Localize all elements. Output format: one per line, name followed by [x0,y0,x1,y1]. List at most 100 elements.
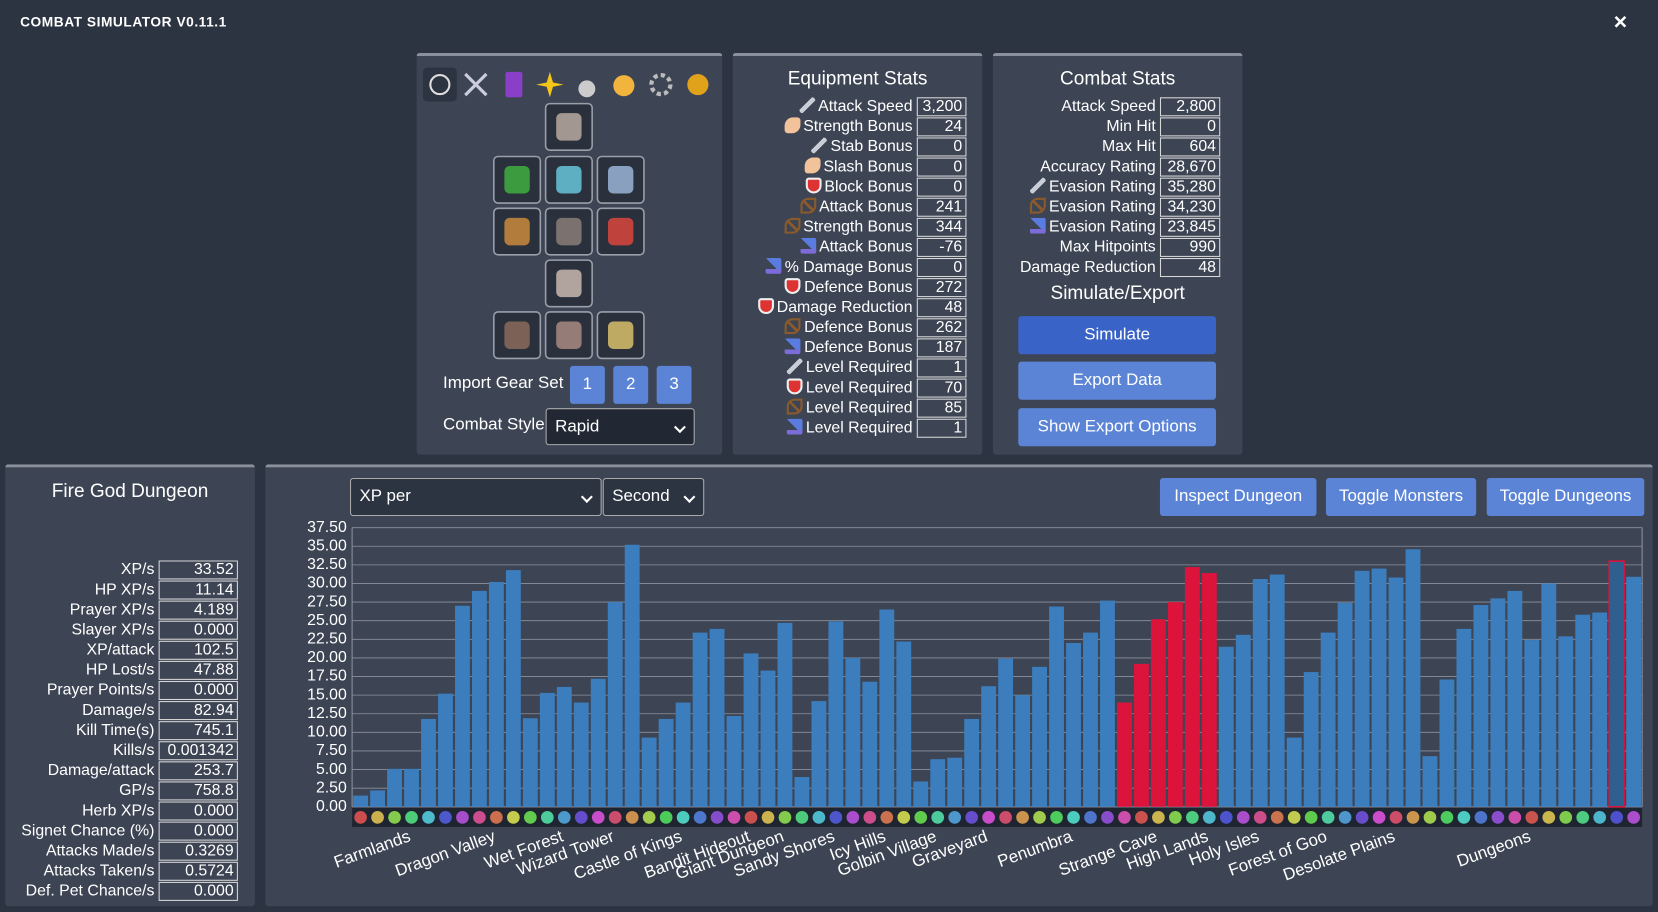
monster-icon [1033,811,1046,824]
stat-label-text: XP/attack [86,640,155,659]
stat-row: Defence Bonus 187 [638,338,967,358]
stat-label: Attack Bonus [800,237,913,257]
stat-row: Attack Speed 2,800 [881,97,1221,117]
gear-slots [493,102,645,360]
bar [1286,737,1302,807]
stat-icon [786,418,803,435]
stat-row: Level Required 1 [638,418,967,438]
gear-icon [504,321,530,349]
bar [828,621,844,807]
stat-icon [799,97,816,114]
bar [811,701,827,807]
monster-icon [1084,811,1097,824]
stat-row: Prayer Points/s 0.000 [0,680,238,700]
import-set-button[interactable]: 2 [613,365,649,404]
stat-row: Herb XP/s 0.000 [0,801,238,821]
stat-row: Prayer XP/s 4.189 [0,600,238,620]
monster-icon [1304,811,1318,824]
stat-label: Evasion Rating [1030,197,1156,217]
tab-icon[interactable] [464,72,488,97]
stat-row: Attack Speed 3,200 [638,97,967,117]
stat-label: HP XP/s [95,581,155,600]
tab-icon[interactable] [536,71,564,98]
tab-icon[interactable] [649,72,673,97]
stat-icon [785,318,801,335]
tab-selected[interactable] [422,67,457,102]
export-options-button[interactable]: Show Export Options [1018,408,1217,447]
bar [1456,628,1472,807]
monster-icon [829,811,843,824]
metric-select[interactable]: XP per [349,477,602,517]
gear-icon [556,321,582,349]
stat-label-text: Prayer XP/s [69,600,155,619]
stat-value: 0 [1159,117,1221,137]
gear-icon [556,269,582,298]
monster-name: Fire God Dungeon [51,480,209,502]
stat-value: 35,280 [1159,177,1221,197]
stat-row: Kill Time(s) 745.1 [0,721,238,741]
monster-icon [1101,811,1114,824]
stat-label: Evasion Rating [1030,217,1156,237]
equipment-title: Equipment Stats [787,67,928,89]
simulate-button[interactable]: Simulate [1018,316,1217,355]
bar [1015,695,1031,807]
bar [1049,606,1064,807]
tab-icon[interactable] [578,80,596,98]
stat-value: 48 [1159,258,1221,278]
gear-icon [556,113,582,141]
stat-row: Signet Chance (%) 0.000 [0,821,238,841]
bar [1524,640,1540,807]
import-set-button[interactable]: 1 [569,365,605,404]
monster-icon [1372,811,1386,824]
monster-icon [710,811,724,824]
bar [1303,672,1319,807]
monster-icon [1610,811,1624,824]
stat-label-text: Slash Bonus [823,157,913,176]
y-tick-label: 5.00 [316,761,347,778]
tab-icon[interactable] [429,74,451,96]
stat-label: Level Required [786,418,913,438]
gear-icon [556,166,582,194]
stat-label: Damage/s [82,701,154,720]
toggle-monsters-button[interactable]: Toggle Monsters [1325,477,1477,517]
bar [709,628,725,807]
stat-row: HP Lost/s 47.88 [0,660,238,680]
close-button[interactable]: × [1613,8,1628,35]
bar [845,657,861,807]
bar [522,718,538,807]
stat-value: 33.52 [158,560,238,580]
bar [794,777,810,807]
gear-icon [608,166,634,194]
tab-icon[interactable] [613,75,635,97]
stat-row: Kills/s 0.001342 [0,741,238,761]
style-select[interactable]: Rapid [545,408,695,446]
y-tick-label: 35.00 [307,537,347,554]
inspect-button[interactable]: Inspect Dungeon [1159,477,1317,517]
monster-icon [591,811,605,824]
period-select[interactable]: Second [602,477,705,517]
gear-icon [608,217,634,246]
stat-label: Prayer XP/s [70,601,155,620]
import-set-button[interactable]: 3 [656,365,692,404]
stat-label-text: Defence Bonus [804,338,913,357]
tab-icon[interactable] [687,74,709,96]
stat-label-text: Attack Bonus [819,197,913,216]
bar [421,718,436,807]
tab-icon[interactable] [505,71,523,98]
import-label: Import Gear Set [443,374,564,393]
bar [947,757,963,807]
stat-row: Level Required 70 [638,378,967,398]
export-button[interactable]: Export Data [1018,361,1217,400]
stat-label: Attack Bonus [800,197,913,217]
stat-label-text: Herb XP/s [82,801,155,820]
stat-row: Defence Bonus 272 [638,278,967,298]
monster-icon [1559,811,1573,824]
stat-value: 0.001342 [158,741,238,761]
stat-icon [757,298,774,315]
toggle-dungeons-button[interactable]: Toggle Dungeons [1486,477,1645,517]
stat-label-text: Max Hitpoints [1059,237,1156,256]
stat-label: Max Hit [1102,137,1156,156]
stat-label-text: Stab Bonus [830,137,913,156]
stat-row: Block Bonus 0 [638,177,967,197]
y-tick-label: 25.00 [307,612,347,629]
